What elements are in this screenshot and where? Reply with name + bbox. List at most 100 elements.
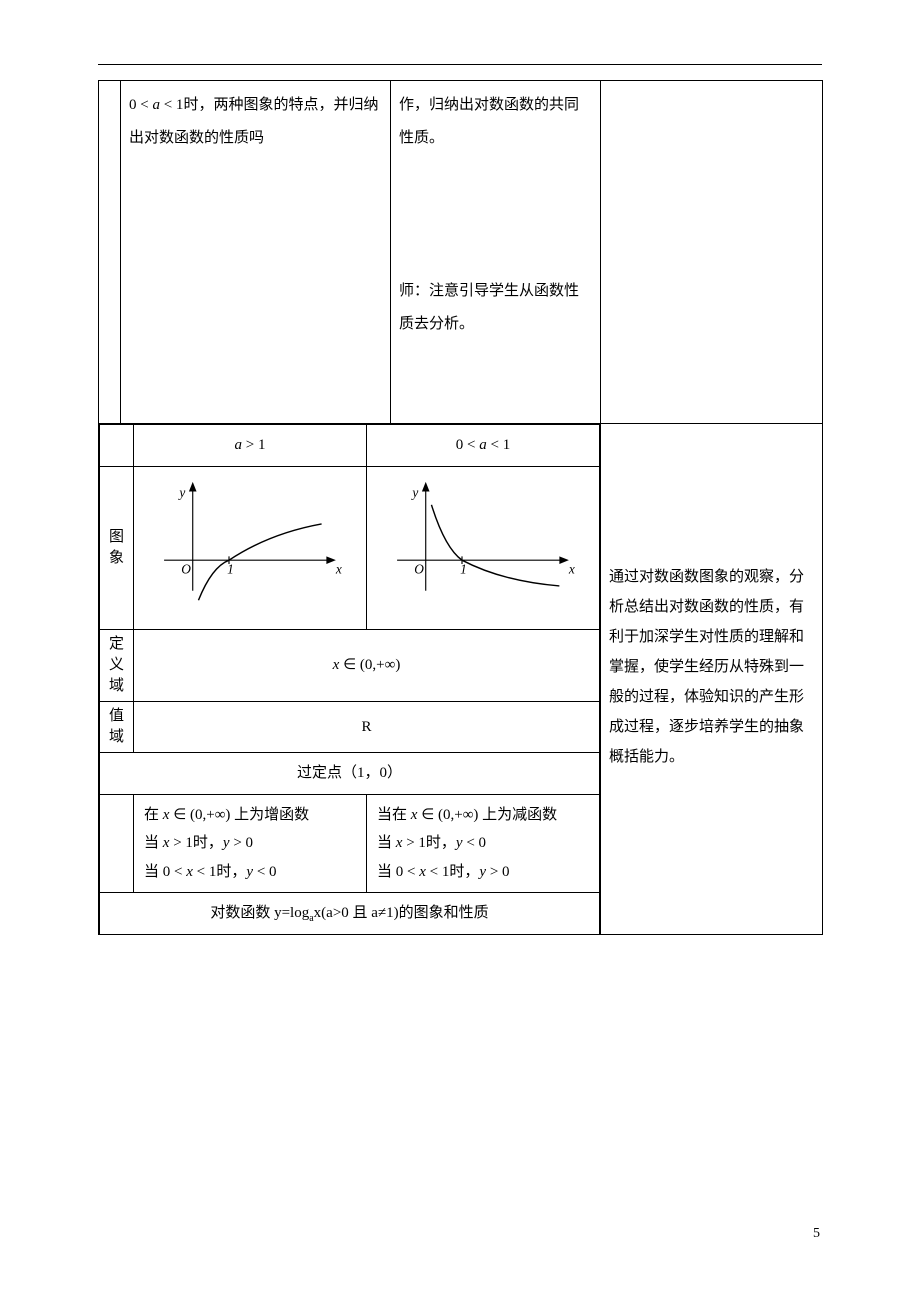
inner-graphs: 图 象 y x O 1 <box>100 466 600 630</box>
head-b-1: < 1 <box>487 437 510 453</box>
mr1b: 上为减函数 <box>478 807 557 823</box>
ml1in: ∈ <box>169 807 190 823</box>
inner-head-empty <box>100 425 134 467</box>
graph-b-cell: y x O 1 <box>367 466 600 630</box>
label-dyy: 定 义 域 <box>100 630 134 702</box>
inner-head-b: 0 < a < 1 <box>367 425 600 467</box>
label-mono <box>100 794 134 893</box>
gl-y: y <box>177 485 185 500</box>
page-content: 0 < a < 1时，两种图象的特点，并归纳出对数函数的性质吗 作，归纳出对数函… <box>98 80 822 935</box>
fixed-text: 过定点（1，0） <box>297 765 402 781</box>
ml3a: 当 <box>144 864 163 880</box>
range-R: R <box>361 719 371 735</box>
inner-fixed: 过定点（1，0） <box>100 753 600 795</box>
range-cell: R <box>134 702 600 753</box>
ml1b: 上为增函数 <box>230 807 309 823</box>
outer-table: 0 < a < 1时，两种图象的特点，并归纳出对数函数的性质吗 作，归纳出对数函… <box>98 80 823 935</box>
inner-caption-row: 对数函数 y=logax(a>0 且 a≠1)的图象和性质 <box>100 893 600 935</box>
label-tuxiang: 图 象 <box>100 466 134 630</box>
row-inner-right: 通过对数函数图象的观察，分析总结出对数函数的性质，有利于加深学生对性质的理解和掌… <box>601 424 823 935</box>
cap-pre: 对数函数 y=log <box>210 905 309 921</box>
row-top-left-pad <box>121 163 390 423</box>
ml2: 当 x > 1时，y > 0 <box>144 829 362 858</box>
log-graph-decreasing: y x O 1 <box>378 473 588 613</box>
caption-cell: 对数函数 y=logax(a>0 且 a≠1)的图象和性质 <box>100 893 600 935</box>
row-top-mid: 作，归纳出对数函数的共同性质。 师：注意引导学生从函数性质去分析。 <box>391 81 601 424</box>
row-inner: a > 1 0 < a < 1 图 象 <box>99 424 823 935</box>
mono-left: 在 x ∈ (0,+∞) 上为增函数 当 x > 1时，y > 0 当 0 < … <box>134 794 367 893</box>
mr2m: 时， <box>426 835 456 851</box>
mr3a: 当 <box>377 864 396 880</box>
mr3m: 时， <box>449 864 479 880</box>
inner-range: 值 域 R <box>100 702 600 753</box>
mono-right: 当在 x ∈ (0,+∞) 上为减函数 当 x > 1时，y < 0 当 0 <… <box>367 794 600 893</box>
row-top-mid-text: 作，归纳出对数函数的共同性质。 师：注意引导学生从函数性质去分析。 <box>391 81 600 359</box>
mr1r: (0,+∞) <box>438 807 478 823</box>
row-top-left-text: 0 < a < 1时，两种图象的特点，并归纳出对数函数的性质吗 <box>121 81 390 163</box>
row-top-narrow <box>99 81 121 424</box>
mr3lt: < 1 <box>426 864 449 880</box>
row-top-mid-p1: 作，归纳出对数函数的共同性质。 <box>399 89 592 155</box>
mr1a: 当在 <box>377 807 411 823</box>
mr1in: ∈ <box>417 807 438 823</box>
gr-1: 1 <box>460 561 467 576</box>
inner-head: a > 1 0 < a < 1 <box>100 425 600 467</box>
gr-O: O <box>414 561 424 576</box>
page-number: 5 <box>813 1226 820 1242</box>
row-top-mid-gap <box>399 165 592 275</box>
ml1: 在 x ∈ (0,+∞) 上为增函数 <box>144 801 362 830</box>
lbl-tx1: 图 <box>109 529 124 545</box>
ineq-a: a <box>152 97 160 113</box>
ml3lt: < 1 <box>193 864 216 880</box>
top-rule <box>98 64 822 65</box>
ml3r: 0 < <box>163 864 186 880</box>
right-note-pad <box>601 424 822 554</box>
mr3: 当 0 < x < 1时，y > 0 <box>377 858 595 887</box>
mr2yv: < 0 <box>463 835 486 851</box>
fixed-cell: 过定点（1，0） <box>100 753 600 795</box>
lbl-z2: 域 <box>109 729 124 745</box>
gr-y: y <box>410 485 418 500</box>
mr2a: 当 <box>377 835 396 851</box>
lbl-d1: 定 <box>109 636 124 652</box>
ml2m: 时， <box>193 835 223 851</box>
ineq-0: 0 < <box>129 97 152 113</box>
mr3x: x <box>419 864 426 880</box>
ineq-1: < 1 <box>160 97 183 113</box>
inner-mono: 在 x ∈ (0,+∞) 上为增函数 当 x > 1时，y > 0 当 0 < … <box>100 794 600 893</box>
dom-rng: (0,+∞) <box>360 657 400 673</box>
head-a-gt: > 1 <box>242 437 265 453</box>
graph-a-cell: y x O 1 <box>134 466 367 630</box>
dom-in: ∈ <box>339 657 360 673</box>
ml3m: 时， <box>216 864 246 880</box>
lbl-d2: 义 <box>109 657 124 673</box>
lbl-tx2: 象 <box>109 550 124 566</box>
ml3x: x <box>186 864 193 880</box>
row-top-right <box>601 81 823 424</box>
mr3r: 0 < <box>396 864 419 880</box>
mr2y: y <box>456 835 463 851</box>
mr3yv: > 0 <box>486 864 509 880</box>
ml3yv: < 0 <box>253 864 276 880</box>
mr2: 当 x > 1时，y < 0 <box>377 829 595 858</box>
domain-cell: x ∈ (0,+∞) <box>134 630 600 702</box>
ml2gt: > 1 <box>169 835 192 851</box>
ml2y: y <box>223 835 230 851</box>
mr1: 当在 x ∈ (0,+∞) 上为减函数 <box>377 801 595 830</box>
head-a-a: a <box>235 437 243 453</box>
inner-head-a: a > 1 <box>134 425 367 467</box>
log-graph-increasing: y x O 1 <box>145 473 355 613</box>
gl-1: 1 <box>227 561 234 576</box>
inner-table: a > 1 0 < a < 1 图 象 <box>99 424 600 934</box>
mr2gt: > 1 <box>402 835 425 851</box>
ml1r: (0,+∞) <box>190 807 230 823</box>
right-note: 通过对数函数图象的观察，分析总结出对数函数的性质，有利于加深学生对性质的理解和掌… <box>601 554 822 780</box>
ml2a: 当 <box>144 835 163 851</box>
lbl-d3: 域 <box>109 678 124 694</box>
ml3: 当 0 < x < 1时，y < 0 <box>144 858 362 887</box>
cap-post: x(a>0 且 a≠1)的图象和性质 <box>314 905 489 921</box>
gr-x: x <box>568 561 575 576</box>
row-top-mid-p2: 师：注意引导学生从函数性质去分析。 <box>399 275 592 341</box>
gl-x: x <box>335 561 342 576</box>
row-top-left: 0 < a < 1时，两种图象的特点，并归纳出对数函数的性质吗 <box>121 81 391 424</box>
